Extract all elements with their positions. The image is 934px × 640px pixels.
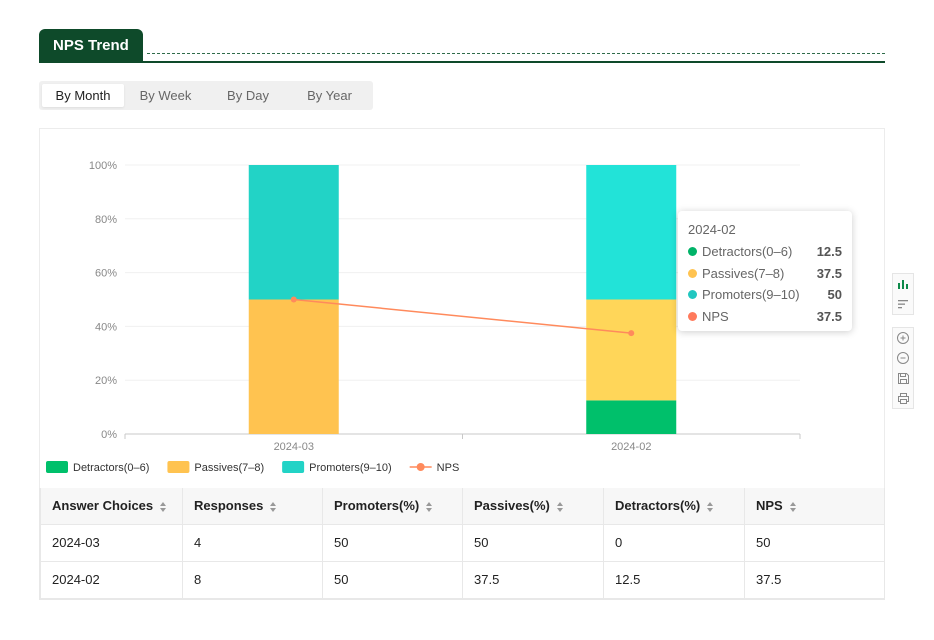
table-cell: 50 [322, 561, 463, 599]
bar-segment [248, 299, 339, 434]
column-header[interactable]: Answer Choices [40, 488, 183, 525]
table-header-row: Answer Choices Responses Promoters(%) Pa… [40, 488, 884, 525]
section-header: NPS Trend [39, 29, 885, 63]
column-header[interactable]: NPS [744, 488, 884, 525]
table-row: 2024-02 8 50 37.5 12.5 37.5 [40, 561, 884, 599]
save-icon[interactable] [893, 368, 913, 388]
tab-by-week[interactable]: By Week [139, 88, 192, 103]
sort-lines-icon[interactable] [893, 294, 913, 314]
legend-line-marker [416, 463, 425, 471]
y-tick-label: 0% [101, 429, 117, 441]
table-cell: 37.5 [744, 561, 884, 599]
table-cell: 12.5 [603, 561, 745, 599]
y-tick-label: 40% [95, 321, 117, 333]
zoom-out-icon[interactable] [893, 348, 913, 368]
section-title: NPS Trend [39, 29, 143, 62]
tooltip-series-value: 37.5 [816, 265, 842, 281]
sort-icon[interactable] [789, 501, 797, 513]
table-cell: 2024-03 [40, 524, 183, 562]
x-tick-label: 2024-02 [611, 441, 651, 453]
table-row: 2024-03 4 50 50 0 50 [40, 524, 884, 562]
bar-segment [586, 299, 677, 401]
y-tick-label: 80% [95, 214, 117, 226]
tooltip-row: Detractors(0–6) 12.5 [688, 241, 842, 263]
bar-segment [586, 165, 677, 300]
y-tick-label: 60% [95, 268, 117, 280]
table-cell: 50 [322, 524, 463, 562]
chart-tooltip: 2024-02 Detractors(0–6) 12.5 Passives(7–… [678, 211, 852, 331]
legend-label: NPS [437, 462, 460, 474]
tooltip-series-value: 37.5 [816, 308, 842, 324]
tooltip-dot [688, 290, 697, 300]
bar-segment [248, 165, 339, 300]
bar-chart-icon[interactable] [893, 274, 913, 294]
bar-segment [586, 400, 677, 434]
tooltip-row: NPS 37.5 [688, 306, 842, 328]
y-tick-label: 100% [89, 160, 117, 172]
x-tick-label: 2024-03 [274, 441, 314, 453]
section-underline [39, 61, 885, 63]
nps-point [628, 330, 635, 337]
results-table-wrapper: Answer Choices Responses Promoters(%) Pa… [39, 488, 885, 600]
tooltip-series-value: 12.5 [816, 244, 842, 259]
period-tabs: By Month By Week By Day By Year [39, 81, 373, 110]
column-header[interactable]: Promoters(%) [322, 488, 463, 525]
tooltip-series-name: Passives(7–8) [702, 265, 785, 281]
section-dashed-line [147, 53, 885, 54]
table-cell: 4 [182, 524, 323, 562]
sort-icon[interactable] [706, 501, 714, 513]
table-cell: 50 [462, 524, 604, 562]
sort-icon[interactable] [159, 501, 167, 513]
tooltip-dot [688, 247, 697, 257]
table-cell: 8 [182, 561, 323, 599]
column-header[interactable]: Passives(%) [462, 488, 604, 525]
chart-actions-group [892, 327, 914, 409]
tooltip-series-name: Detractors(0–6) [702, 244, 793, 259]
results-table: Answer Choices Responses Promoters(%) Pa… [40, 488, 884, 599]
tab-by-day[interactable]: By Day [227, 88, 269, 103]
nps-line [293, 298, 632, 334]
column-header[interactable]: Detractors(%) [603, 488, 745, 525]
tooltip-series-name: Promoters(9–10) [702, 287, 800, 302]
column-header[interactable]: Responses [182, 488, 323, 525]
tab-by-year[interactable]: By Year [307, 88, 352, 103]
tooltip-row: Passives(7–8) 37.5 [688, 263, 842, 285]
y-tick-label: 20% [95, 375, 117, 387]
legend-swatch [282, 461, 305, 473]
chart-type-group [892, 273, 914, 315]
tooltip-dot [688, 268, 697, 278]
tooltip-title: 2024-02 [688, 222, 736, 237]
legend-label: Passives(7–8) [194, 462, 264, 474]
nps-point [290, 296, 297, 303]
table-cell: 50 [744, 524, 884, 562]
legend-swatch [167, 461, 190, 473]
legend-label: Promoters(9–10) [309, 462, 392, 474]
legend-swatch [46, 461, 68, 473]
tooltip-row: Promoters(9–10) 50 [688, 284, 842, 306]
print-icon[interactable] [893, 388, 913, 408]
sort-icon[interactable] [556, 501, 564, 513]
tooltip-series-name: NPS [702, 308, 729, 324]
table-cell: 37.5 [462, 561, 604, 599]
table-cell: 0 [603, 524, 745, 562]
table-cell: 2024-02 [40, 561, 183, 599]
legend-label: Detractors(0–6) [73, 462, 149, 474]
nps-trend-chart: 0% 20% 40% 60% 80% 100% 2024-03 2024-02 Detracto… [46, 160, 801, 474]
sort-icon[interactable] [425, 501, 433, 513]
zoom-in-icon[interactable] [893, 328, 913, 348]
tooltip-dot [688, 311, 697, 321]
sort-icon[interactable] [269, 501, 277, 513]
tab-by-month[interactable]: By Month [42, 84, 124, 107]
tooltip-series-value: 50 [827, 287, 842, 302]
